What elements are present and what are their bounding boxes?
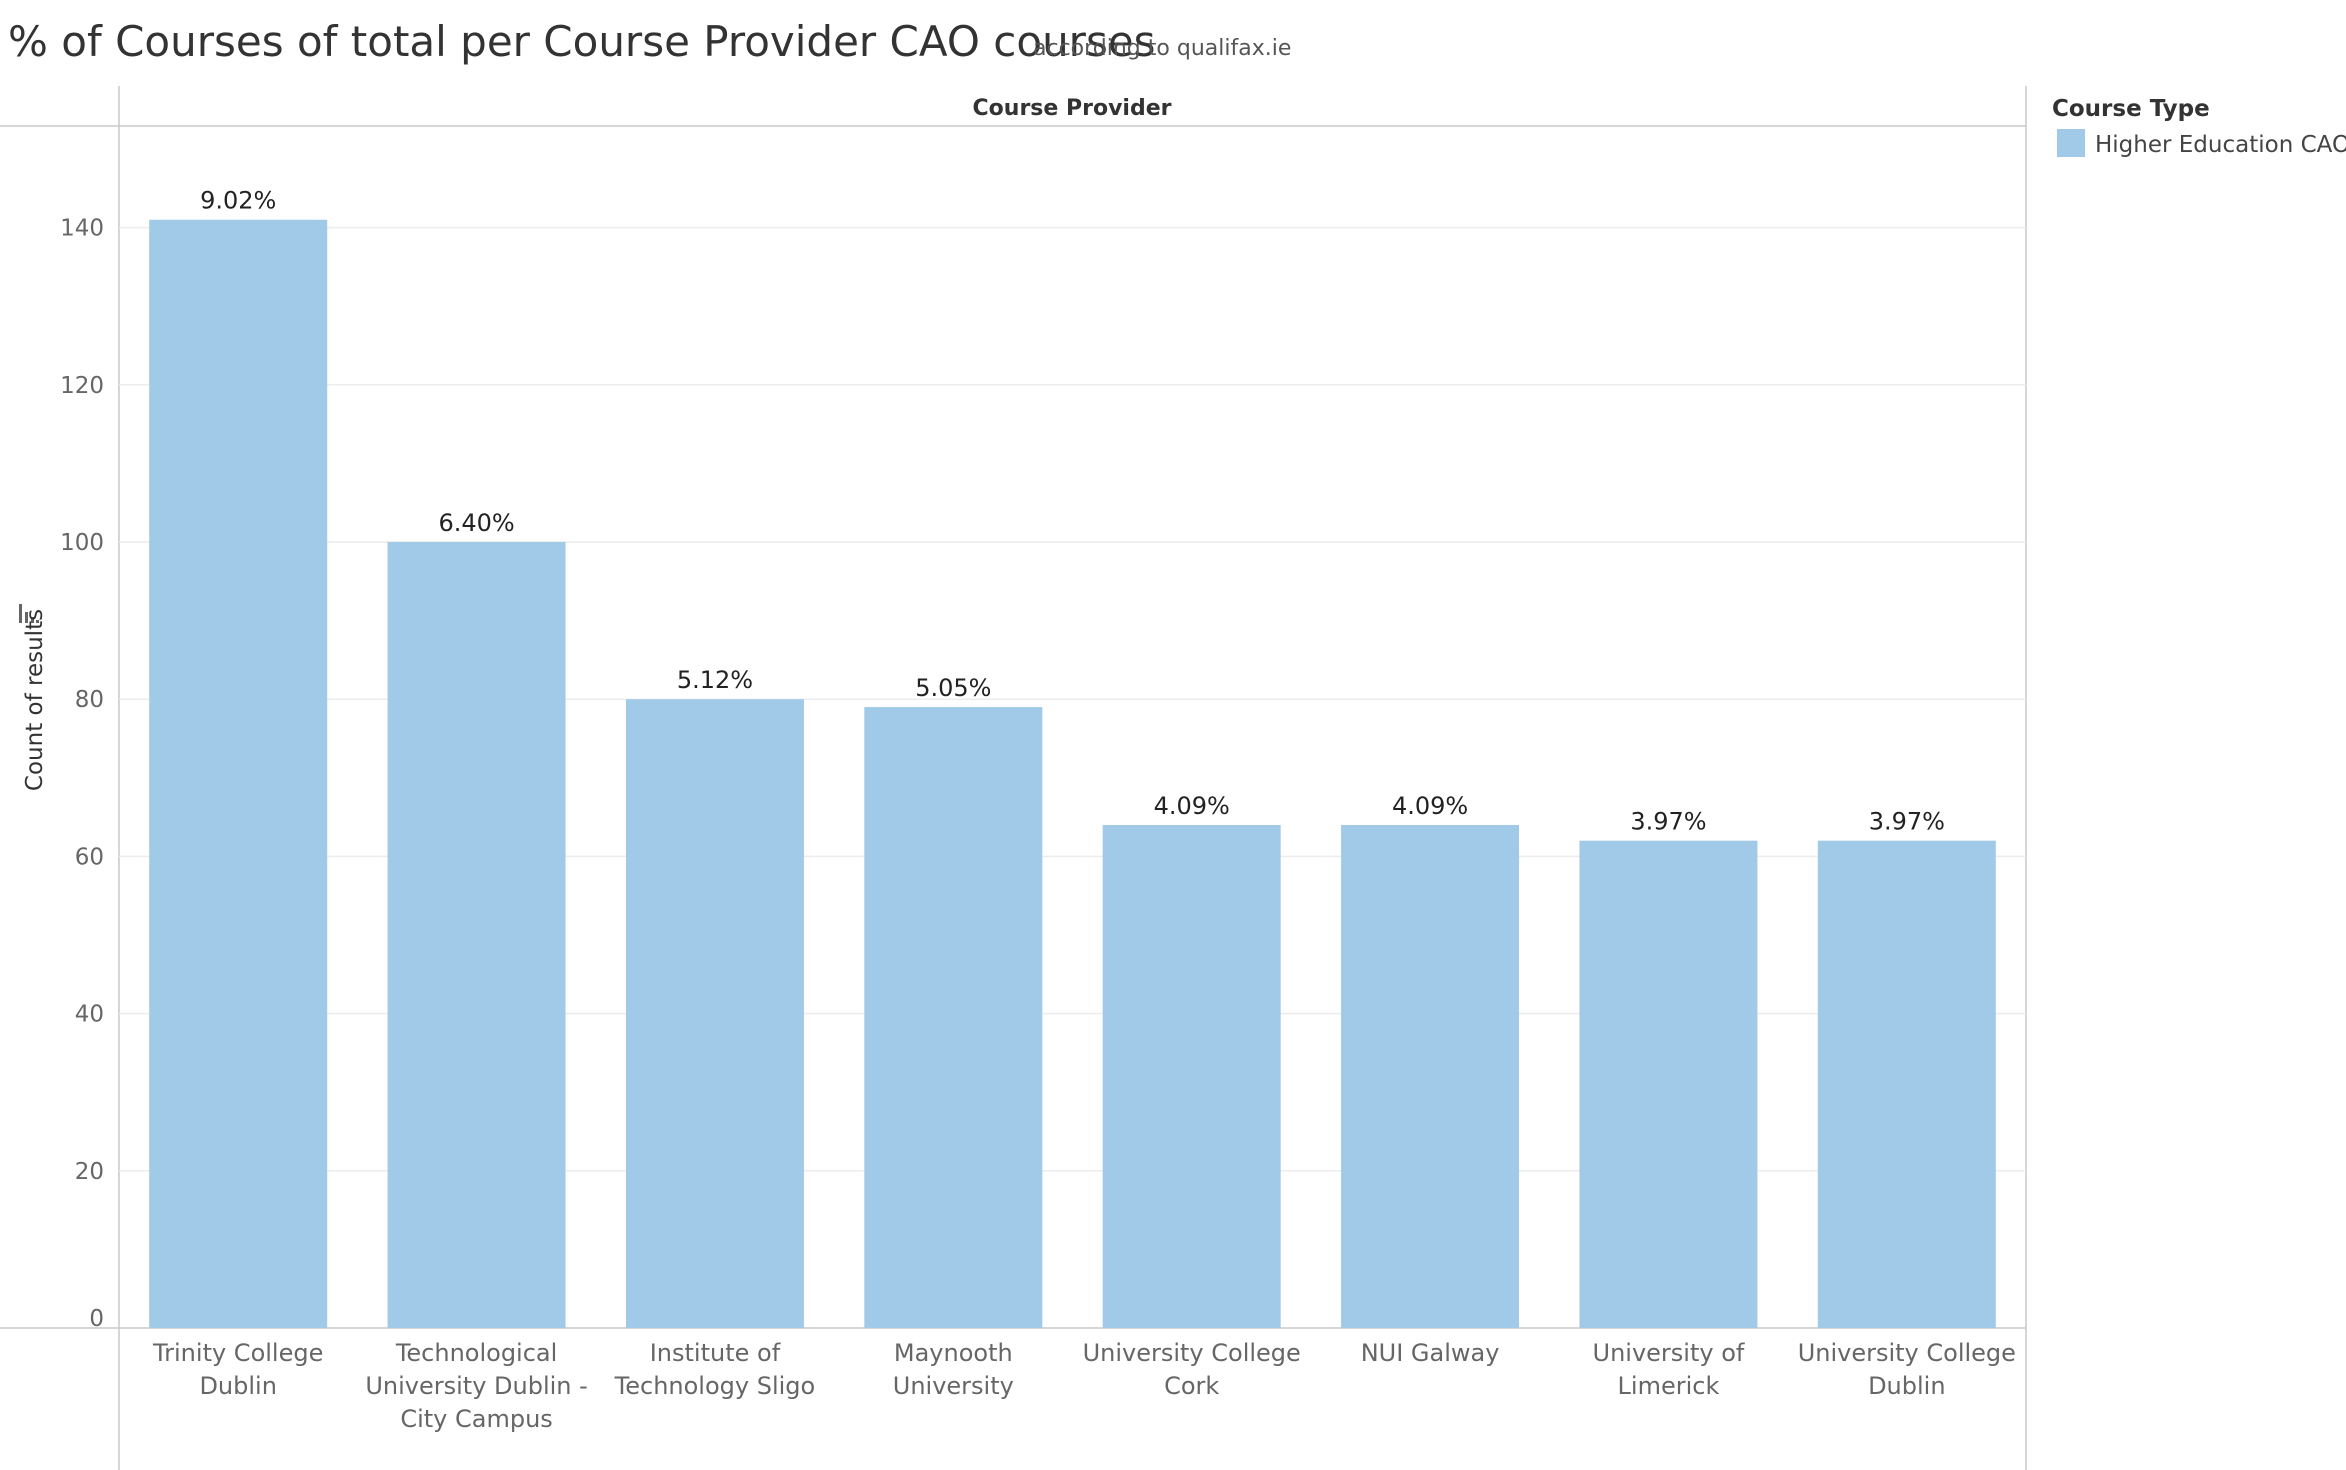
x-tick-label: Dublin xyxy=(199,1372,276,1400)
bar[interactable] xyxy=(1579,840,1758,1328)
bar[interactable] xyxy=(149,219,328,1329)
y-axis-sort-icon[interactable] xyxy=(19,604,39,623)
y-tick-label: 40 xyxy=(75,1002,104,1028)
x-tick-label: Technology Sligo xyxy=(614,1372,816,1400)
x-tick-label: City Campus xyxy=(400,1405,552,1433)
y-axis-label: Count of results xyxy=(22,609,48,791)
y-axis-ticks: 0 20 40 60 80 100 120 140 xyxy=(60,216,104,1332)
data-label: 6.40% xyxy=(438,509,514,537)
facet-header: Course Provider xyxy=(973,96,1172,121)
data-label: 3.97% xyxy=(1630,808,1706,836)
x-tick-label: Limerick xyxy=(1618,1372,1720,1400)
y-tick-label: 80 xyxy=(75,687,104,713)
data-label: 3.97% xyxy=(1869,808,1945,836)
data-label: 4.09% xyxy=(1392,792,1468,820)
legend-swatch[interactable] xyxy=(2057,129,2085,157)
chart-title: % of Courses of total per Course Provide… xyxy=(8,17,1156,66)
data-label: 4.09% xyxy=(1154,792,1230,820)
x-tick-label: Trinity College xyxy=(152,1339,323,1367)
legend-entry-label: Higher Education CAO xyxy=(2095,132,2346,158)
x-tick-label: University xyxy=(893,1372,1014,1400)
bar[interactable] xyxy=(625,699,804,1328)
x-tick-label: Technological xyxy=(395,1339,557,1367)
bar[interactable] xyxy=(387,542,566,1328)
x-tick-label: NUI Galway xyxy=(1361,1339,1500,1367)
y-tick-label: 20 xyxy=(75,1159,104,1185)
x-tick-label: Institute of xyxy=(650,1339,781,1367)
y-tick-label: 140 xyxy=(60,216,104,242)
x-tick-label: University College xyxy=(1083,1339,1301,1367)
x-tick-label: University Dublin - xyxy=(365,1372,587,1400)
bar[interactable] xyxy=(1817,840,1996,1328)
y-tick-label: 0 xyxy=(89,1306,104,1332)
x-tick-label: University College xyxy=(1798,1339,2016,1367)
x-tick-label: Cork xyxy=(1164,1372,1219,1400)
x-tick-label: University of xyxy=(1593,1339,1745,1367)
x-tick-label: Maynooth xyxy=(894,1339,1013,1367)
data-labels: 9.02% 6.40% 5.12% 5.05% 4.09% 4.09% 3.97% 3.97% xyxy=(200,187,1945,836)
y-tick-label: 120 xyxy=(60,373,104,399)
y-tick-label: 60 xyxy=(75,844,104,870)
legend-title: Course Type xyxy=(2052,96,2210,122)
bar[interactable] xyxy=(1102,824,1281,1328)
data-label: 9.02% xyxy=(200,187,276,215)
data-label: 5.05% xyxy=(915,674,991,702)
data-label: 5.12% xyxy=(677,666,753,694)
legend: Course Type Higher Education CAO xyxy=(2052,96,2346,158)
y-tick-label: 100 xyxy=(60,530,104,556)
bar[interactable] xyxy=(864,707,1043,1328)
bar[interactable] xyxy=(1341,824,1520,1328)
x-tick-label: Dublin xyxy=(1868,1372,1945,1400)
bars xyxy=(149,219,1996,1329)
x-axis-labels: Trinity College Dublin Technological Univer… xyxy=(152,1339,2016,1433)
chart-subtitle: according to qualifax.ie xyxy=(1033,36,1291,61)
